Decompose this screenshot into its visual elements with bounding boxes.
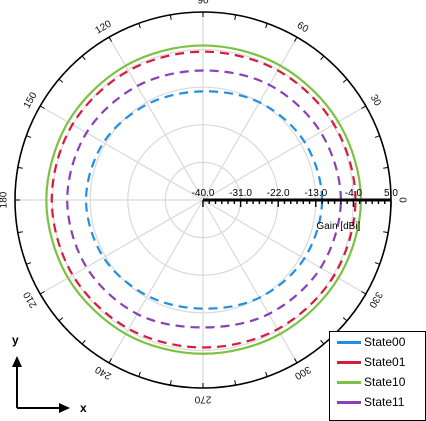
radial-tick-label-4: -4.0 [345, 188, 363, 199]
outer-tick-190 [17, 231, 23, 234]
series-line-state00 [84, 90, 324, 310]
outer-tick-60 [294, 36, 298, 42]
grid-spoke-240 [108, 199, 204, 364]
x-axis-arrowhead [59, 403, 70, 413]
outer-tick-200 [26, 262, 32, 265]
grid-spoke-300 [202, 199, 298, 364]
grid-spoke-210 [39, 199, 204, 295]
legend-label-state10: State10 [364, 375, 406, 389]
angle-label-270: 270 [194, 394, 211, 405]
outer-tick-130 [81, 55, 86, 61]
legend-swatch-state01 [337, 361, 361, 364]
radial-axis: -40.0 -31.0 -22.0 -13.0 -4.0 5.0 Gain [dBi] [192, 188, 399, 232]
angle-label-120: 120 [94, 19, 114, 37]
legend-swatch-state10 [337, 381, 361, 384]
angle-label-300: 300 [292, 363, 312, 381]
series-line-state10 [45, 44, 363, 355]
outer-tick-220 [58, 317, 64, 322]
outer-tick-250 [138, 371, 141, 377]
outer-tick-40 [342, 78, 348, 83]
outer-tick-350 [383, 231, 389, 234]
legend-item-state10: State10 [330, 374, 426, 392]
outer-tick-160 [26, 135, 32, 138]
legend-label-state01: State01 [364, 355, 406, 369]
outer-tick-230 [81, 339, 86, 345]
legend-label-state11: State11 [364, 395, 405, 409]
coordinate-axes-icon [12, 356, 70, 413]
legend-swatch-state00 [337, 341, 361, 344]
outer-tick-300 [294, 358, 298, 364]
legend-label-state00: State00 [364, 335, 406, 349]
grid-spoke-120 [108, 36, 204, 201]
outer-tick-110 [138, 23, 141, 29]
legend-item-state00: State00 [330, 334, 426, 352]
legend-item-state11: State11 [330, 394, 426, 412]
angle-label-60: 60 [295, 20, 311, 35]
angle-label-330: 330 [366, 290, 384, 310]
x-axis-label: x [80, 401, 87, 415]
y-axis-arrowhead [12, 356, 22, 367]
outer-tick-10 [383, 166, 389, 169]
angle-label-210: 210 [22, 289, 40, 309]
series-layer [45, 44, 363, 355]
outer-tick-280 [234, 380, 237, 386]
outer-tick-320 [342, 317, 348, 322]
outer-tick-80 [234, 14, 237, 20]
outer-tick-150 [39, 105, 45, 109]
series-line-state01 [50, 50, 357, 349]
angle-label-150: 150 [22, 90, 40, 110]
angle-label-180: 180 [0, 191, 10, 208]
angle-label-90: 90 [197, 0, 209, 7]
angle-label-0: 0 [397, 197, 408, 203]
legend-item-state01: State01 [330, 354, 426, 372]
outer-tick-210 [39, 291, 45, 295]
outer-tick-70 [265, 23, 268, 29]
outer-tick-310 [320, 339, 325, 345]
outer-tick-50 [320, 55, 325, 61]
outer-tick-340 [374, 262, 380, 265]
radial-axis-title: Gain [dBi] [316, 221, 360, 232]
outer-tick-20 [374, 135, 380, 138]
outer-tick-30 [361, 105, 367, 109]
outer-tick-240 [108, 358, 112, 364]
outer-tick-120 [108, 36, 112, 42]
outer-tick-100 [169, 14, 172, 20]
outer-tick-140 [58, 78, 64, 83]
radial-tick-label-1: -31.0 [229, 188, 252, 199]
grid-spoke-60 [202, 36, 298, 201]
series-line-state11 [66, 69, 342, 329]
radial-tick-label-0: -40.0 [192, 188, 215, 199]
legend-swatch-state11 [337, 401, 361, 404]
y-axis-label: y [12, 333, 19, 347]
outer-tick-260 [169, 380, 172, 386]
legend: State00 State01 State10 State11 [329, 331, 426, 421]
radial-tick-label-2: -22.0 [267, 188, 290, 199]
outer-tick-170 [17, 166, 23, 169]
radial-tick-label-3: -13.0 [304, 188, 327, 199]
angle-label-240: 240 [93, 363, 113, 381]
outer-tick-330 [361, 291, 367, 295]
radial-tick-label-5: 5.0 [384, 188, 398, 199]
outer-tick-290 [265, 371, 268, 377]
grid-spoke-150 [39, 105, 204, 201]
angle-label-30: 30 [368, 93, 383, 109]
